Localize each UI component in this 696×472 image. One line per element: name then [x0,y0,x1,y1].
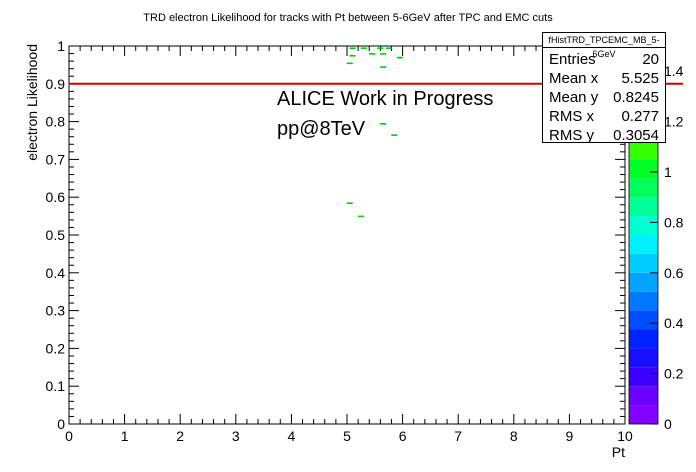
palette-cell [629,310,658,330]
stats-label: Mean y [549,89,599,106]
x-tick-label: 1 [121,428,129,444]
palette-tick-label: 0.4 [664,315,684,331]
data-point [380,122,387,125]
stats-value: 5.525 [621,70,659,87]
x-tick-label: 2 [176,428,184,444]
palette-tick-label: 0.2 [664,366,684,382]
stats-label: RMS x [549,108,594,125]
y-axis-label: electron Likelihood [24,44,40,161]
stats-row-mean-y: Mean y 0.8245 [549,88,659,107]
stats-value: 20 [642,51,659,68]
stats-row-mean-x: Mean x 5.525 [549,69,659,88]
palette-cell [629,140,658,160]
annotation-alice: ALICE Work in Progress [277,88,493,110]
palette-cell [629,367,658,387]
palette-cell [629,253,658,273]
palette-cell [629,386,658,406]
y-tick-label: 0.9 [46,76,66,92]
y-tick-label: 0.1 [46,378,66,394]
data-point [396,56,403,59]
data-point [346,62,353,65]
x-tick-label: 7 [454,428,462,444]
x-tick-label: 3 [232,428,240,444]
stats-row-rms-y: RMS y 0.3054 [549,126,659,145]
palette-cell [629,405,658,424]
stats-box: fHistTRD_TPCEMC_MB_5-6GeV Entries 20 Mea… [542,32,666,145]
x-tick-label: 5 [343,428,351,444]
x-tick-label: 8 [510,428,518,444]
x-tick-label: 10 [617,428,633,444]
y-tick-label: 0.3 [46,303,66,319]
palette-cell [629,329,658,349]
palette-tick-label: 0 [664,416,672,432]
data-point [380,66,387,68]
data-point [380,53,387,55]
annotation-energy: pp@8TeV [277,118,366,140]
data-point [349,47,356,49]
data-point [346,202,353,204]
data-point [369,53,376,55]
y-tick-label: 0.6 [46,189,66,205]
data-point [360,47,367,49]
palette-tick-label: 0.6 [664,265,684,281]
stats-row-rms-x: RMS x 0.277 [549,107,659,126]
y-tick-label: 0.5 [46,227,66,243]
y-tick-label: 0.2 [46,340,66,356]
palette-cell [629,235,658,254]
x-tick-label: 0 [65,428,73,444]
palette-tick-label: 1.4 [664,63,684,79]
y-tick-label: 0 [57,416,65,432]
palette-cell [629,159,658,179]
stats-label: Entries [549,51,596,68]
x-axis-label: Pt [612,444,625,460]
stats-label: RMS y [549,127,594,144]
data-point [385,47,392,49]
palette-cell [629,272,658,292]
data-point [357,215,364,218]
stats-value: 0.277 [621,108,659,125]
palette-cell [629,178,658,198]
y-tick-label: 0.4 [46,265,66,281]
stats-value: 0.8245 [613,89,659,106]
x-tick-label: 6 [399,428,407,444]
data-point [391,134,398,136]
stats-value: 0.3054 [613,127,659,144]
x-tick-label: 4 [288,428,296,444]
y-tick-label: 0.8 [46,114,66,130]
palette-cell [629,348,658,368]
plot-area: 0 1 2 3 4 5 6 7 8 9 1000.10.20.30.40.50.60.70.80.9… [46,38,684,444]
data-point [377,47,384,49]
y-tick-label: 1 [57,38,65,54]
palette-cell [629,197,658,217]
palette-cell [629,216,658,235]
stats-label: Mean x [549,70,599,87]
stats-row-entries: Entries 20 [549,50,659,69]
y-tick-label: 0.7 [46,151,66,167]
x-tick-label: 9 [566,428,574,444]
data-point [349,54,356,57]
palette-tick-label: 1.2 [664,114,684,130]
palette-tick-label: 1 [664,164,672,180]
palette-cell [629,291,658,311]
palette-tick-label: 0.8 [664,214,684,230]
chart-title: TRD electron Likelihood for tracks with … [143,12,553,24]
stats-title: fHistTRD_TPCEMC_MB_5-6GeV [543,33,665,59]
